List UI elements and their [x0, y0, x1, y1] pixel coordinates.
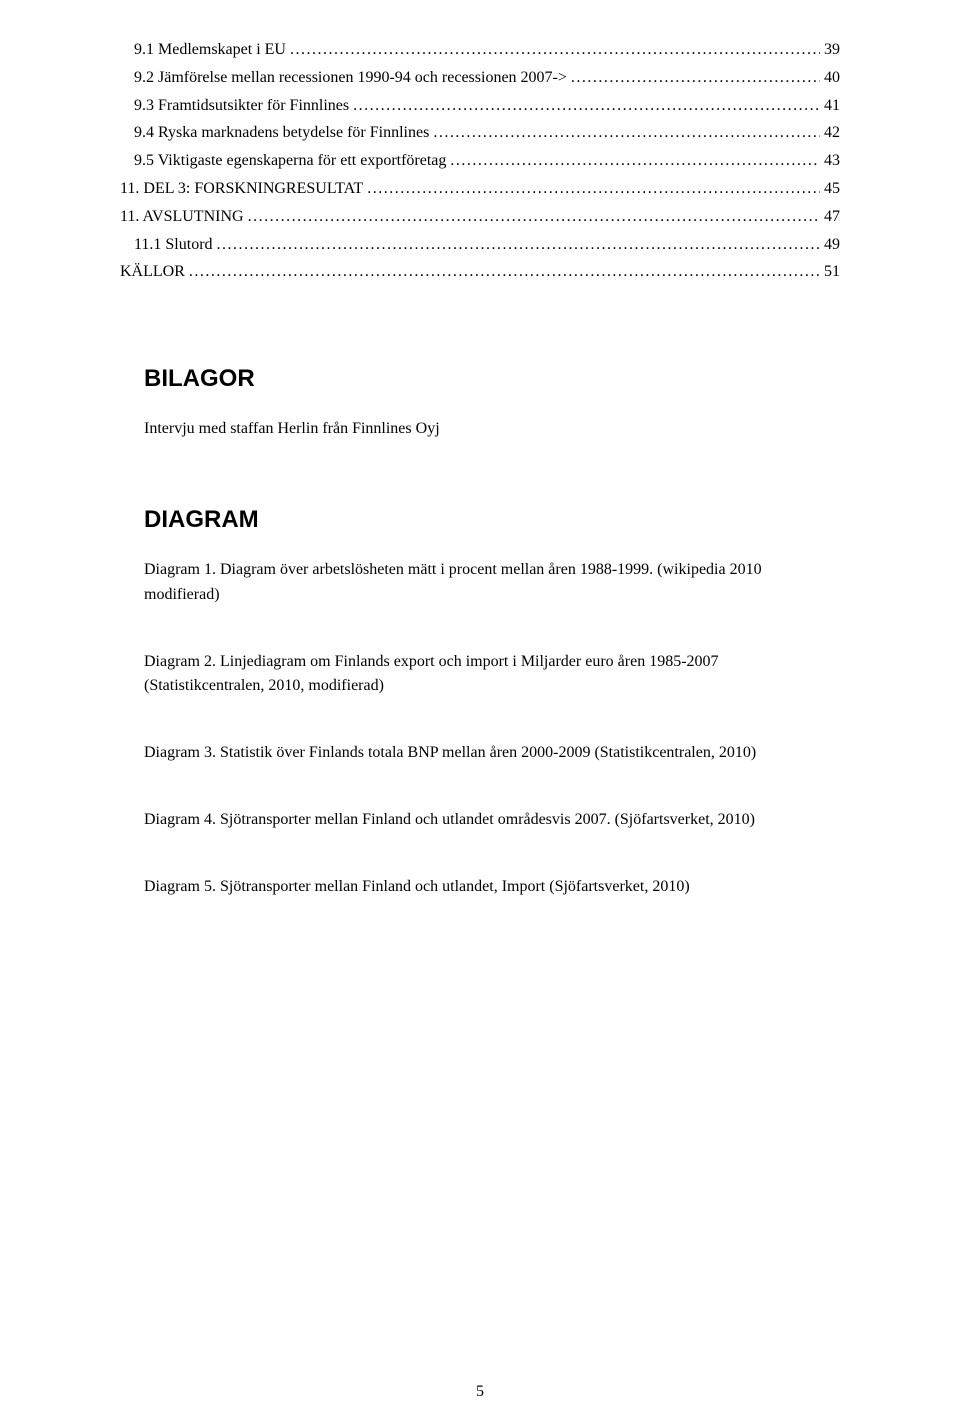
- toc-label: 11. AVSLUTNING: [120, 205, 244, 230]
- toc-page: 39: [824, 38, 840, 63]
- toc-page: 40: [824, 66, 840, 91]
- bilagor-body: Intervju med staffan Herlin från Finnlin…: [120, 417, 840, 442]
- diagram-item: Diagram 4. Sjötransporter mellan Finland…: [120, 808, 820, 833]
- toc-page: 43: [824, 149, 840, 174]
- toc-label: 9.5 Viktigaste egenskaperna för ett expo…: [134, 149, 446, 174]
- toc-label: 9.2 Jämförelse mellan recessionen 1990-9…: [134, 66, 567, 91]
- toc-label: 11.1 Slutord: [134, 233, 213, 258]
- toc-page: 45: [824, 177, 840, 202]
- toc-dots: [367, 177, 820, 202]
- toc-dots: [217, 233, 820, 258]
- bilagor-heading: BILAGOR: [120, 365, 840, 393]
- toc-dots: [433, 121, 820, 146]
- diagram-heading: DIAGRAM: [120, 506, 840, 534]
- page-number: 5: [0, 1383, 960, 1401]
- toc-page: 51: [824, 260, 840, 285]
- toc-dots: [189, 260, 820, 285]
- toc-label: 9.3 Framtidsutsikter för Finnlines: [134, 94, 349, 119]
- toc-label: KÄLLOR: [120, 260, 185, 285]
- toc-line: 9.5 Viktigaste egenskaperna för ett expo…: [120, 149, 840, 174]
- diagram-item: Diagram 3. Statistik över Finlands total…: [120, 741, 820, 766]
- toc-label: 9.4 Ryska marknadens betydelse för Finnl…: [134, 121, 429, 146]
- toc-dots: [248, 205, 820, 230]
- toc-line: 9.1 Medlemskapet i EU 39: [120, 38, 840, 63]
- toc-dots: [450, 149, 820, 174]
- toc-page: 41: [824, 94, 840, 119]
- toc-line: KÄLLOR 51: [120, 260, 840, 285]
- toc-dots: [353, 94, 820, 119]
- toc-page: 49: [824, 233, 840, 258]
- toc-page: 42: [824, 121, 840, 146]
- toc-line: 11. AVSLUTNING 47: [120, 205, 840, 230]
- toc-line: 11. DEL 3: FORSKNINGRESULTAT 45: [120, 177, 840, 202]
- toc-label: 11. DEL 3: FORSKNINGRESULTAT: [120, 177, 363, 202]
- document-page: 9.1 Medlemskapet i EU 39 9.2 Jämförelse m…: [0, 0, 960, 1425]
- toc-page: 47: [824, 205, 840, 230]
- toc-dots: [290, 38, 820, 63]
- toc-line: 9.2 Jämförelse mellan recessionen 1990-9…: [120, 66, 840, 91]
- toc-dots: [571, 66, 820, 91]
- toc-label: 9.1 Medlemskapet i EU: [134, 38, 286, 63]
- diagram-item: Diagram 2. Linjediagram om Finlands expo…: [120, 650, 820, 700]
- toc-section: 9.1 Medlemskapet i EU 39 9.2 Jämförelse m…: [120, 38, 840, 285]
- diagram-item: Diagram 5. Sjötransporter mellan Finland…: [120, 875, 820, 900]
- toc-line: 9.4 Ryska marknadens betydelse för Finnl…: [120, 121, 840, 146]
- toc-line: 9.3 Framtidsutsikter för Finnlines 41: [120, 94, 840, 119]
- toc-line: 11.1 Slutord 49: [120, 233, 840, 258]
- diagram-item: Diagram 1. Diagram över arbetslösheten m…: [120, 558, 820, 608]
